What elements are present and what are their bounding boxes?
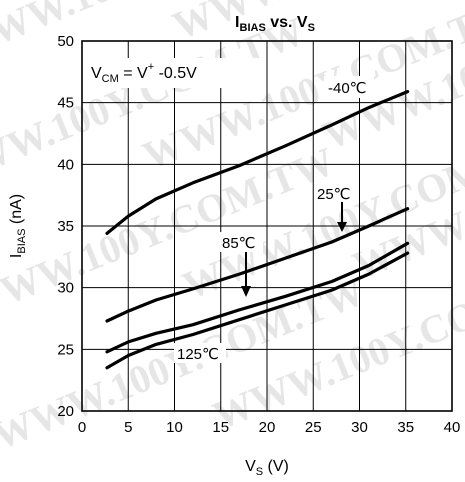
annotation-25: 25℃	[314, 183, 358, 232]
x-tick-label-3: 15	[212, 419, 229, 436]
x-axis-title: VS (V)	[245, 458, 289, 478]
annotation-25-arrow-head	[337, 222, 347, 232]
series-line-3	[105, 251, 410, 370]
condition-label-box: VCM = V+ -0.5V	[86, 58, 264, 88]
x-tick-label-6: 30	[351, 419, 368, 436]
y-tick-label-2: 30	[57, 280, 74, 297]
annotation-85-bg	[219, 232, 263, 252]
annotation-85: 85℃	[219, 232, 263, 297]
chart-title: IBIAS vs. VS	[235, 14, 315, 34]
condition-label: VCM = V+ -0.5V	[91, 61, 197, 85]
annotation-125: 125℃	[174, 343, 226, 363]
y-tick-label-1: 25	[57, 341, 74, 358]
y-axis-title: IBIAS (nA)	[8, 194, 28, 258]
x-tick-label-2: 10	[166, 419, 183, 436]
x-tick-label-4: 20	[259, 419, 276, 436]
series-lines	[105, 89, 410, 370]
y-tick-label-6: 50	[57, 33, 74, 50]
series-line-1	[105, 207, 410, 323]
condition-label-bg	[86, 58, 264, 88]
annotation-85-arrow-head	[241, 286, 251, 297]
x-tick-label-1: 5	[124, 419, 132, 436]
y-tick-label-4: 40	[57, 156, 74, 173]
y-tick-label-0: 20	[57, 403, 74, 420]
annotation-25-bg	[314, 183, 358, 203]
annotation-85-label: 85℃	[222, 235, 256, 252]
tick-labels: 0 5 10 15 20 25 30 35 40 20 25 30 35 40 45 50	[57, 33, 460, 436]
y-tick-label-3: 35	[57, 218, 74, 235]
y-axis-title-group: IBIAS (nA)	[8, 194, 28, 258]
annotation-m40-bg	[324, 76, 374, 98]
x-tick-label-0: 0	[78, 419, 86, 436]
y-tick-label-5: 45	[57, 95, 74, 112]
plot-frame	[81, 40, 453, 412]
annotation-25-label: 25℃	[317, 186, 351, 203]
annotation-m40-label: -40℃	[328, 80, 367, 97]
x-tick-label-7: 35	[397, 419, 414, 436]
series-line-2	[105, 241, 410, 354]
annotation-m40: -40℃	[324, 76, 374, 98]
x-tick-label-5: 25	[305, 419, 322, 436]
annotation-125-label: 125℃	[177, 346, 219, 363]
x-tick-label-8: 40	[444, 419, 461, 436]
annotation-125-bg	[174, 343, 226, 363]
series-line-0	[105, 89, 410, 235]
